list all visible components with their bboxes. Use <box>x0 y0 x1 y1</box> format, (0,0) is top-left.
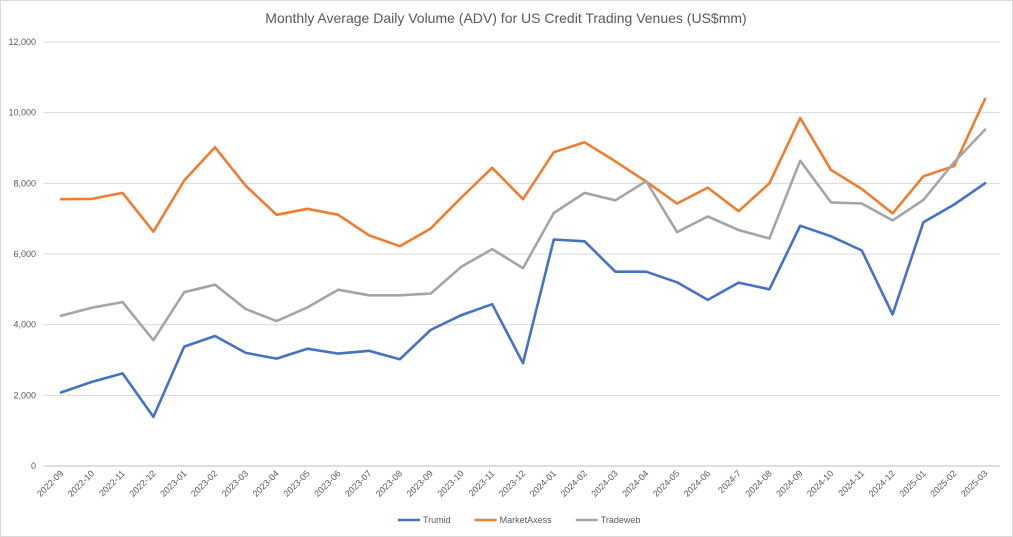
legend-entry-marketaxess: MarketAxess <box>474 515 553 525</box>
x-tick-label: 2023-10 <box>435 468 465 498</box>
x-tick-label: 2024-02 <box>559 468 589 498</box>
x-tick-label: 2022-11 <box>97 468 127 498</box>
x-tick-label: 2025-02 <box>928 468 958 498</box>
x-tick-label: 2024-04 <box>620 468 650 498</box>
x-tick-label: 2023-09 <box>405 468 435 498</box>
y-tick-label: 8,000 <box>13 178 36 188</box>
x-tick-label: 2023-02 <box>189 468 219 498</box>
x-tick-label: 2024-08 <box>743 468 773 498</box>
x-tick-label: 2024-06 <box>682 468 712 498</box>
chart-title: Monthly Average Daily Volume (ADV) for U… <box>265 10 746 26</box>
legend-label: MarketAxess <box>500 515 553 525</box>
x-tick-label: 2024-09 <box>774 468 804 498</box>
x-tick-label: 2024-03 <box>589 468 619 498</box>
legend-label: Tradeweb <box>601 515 641 525</box>
x-tick-label: 2024-01 <box>528 468 558 498</box>
y-tick-label: 12,000 <box>8 37 36 47</box>
x-tick-label: 2022-09 <box>35 468 65 498</box>
x-tick-label: 2024-10 <box>805 468 835 498</box>
legend-entry-tradeweb: Tradeweb <box>575 515 641 525</box>
x-tick-label: 2024-12 <box>867 468 897 498</box>
x-tick-label: 2024-7 <box>716 468 743 495</box>
series-lines <box>59 97 987 419</box>
x-tick-label: 2023-01 <box>158 468 188 498</box>
x-tick-label: 2024-11 <box>836 468 866 498</box>
y-tick-label: 6,000 <box>13 249 36 259</box>
series-line-tradeweb <box>59 128 987 342</box>
x-tick-label: 2023-03 <box>220 468 250 498</box>
legend-entry-trumid: Trumid <box>398 515 451 525</box>
y-tick-label: 0 <box>31 461 36 471</box>
y-tick-label: 4,000 <box>13 320 36 330</box>
series-line-marketaxess <box>59 97 987 248</box>
x-tick-label: 2023-07 <box>343 468 373 498</box>
y-tick-label: 10,000 <box>8 108 36 118</box>
gridlines <box>44 41 1000 467</box>
x-tick-label: 2025-01 <box>897 468 927 498</box>
legend: Trumid MarketAxess Tradeweb <box>398 515 640 525</box>
x-tick-label: 2023-08 <box>374 468 404 498</box>
y-axis-ticks: 0 2,000 4,000 6,000 8,000 10,000 12,000 <box>8 37 36 471</box>
x-tick-label: 2023-04 <box>251 468 281 498</box>
x-tick-label: 2022-12 <box>127 468 157 498</box>
x-tick-label: 2023-06 <box>312 468 342 498</box>
x-axis-ticks: 2022-09 2022-10 2022-11 2022-12 2023-01 2023-… <box>35 468 989 498</box>
x-tick-label: 2022-10 <box>66 468 96 498</box>
legend-label: Trumid <box>423 515 451 525</box>
x-tick-label: 2024-05 <box>651 468 681 498</box>
x-tick-label: 2025-03 <box>959 468 989 498</box>
y-tick-label: 2,000 <box>13 390 36 400</box>
x-tick-label: 2023-05 <box>281 468 311 498</box>
series-line-trumid <box>59 182 987 419</box>
x-tick-label: 2023-12 <box>497 468 527 498</box>
x-tick-label: 2023-11 <box>467 468 497 498</box>
